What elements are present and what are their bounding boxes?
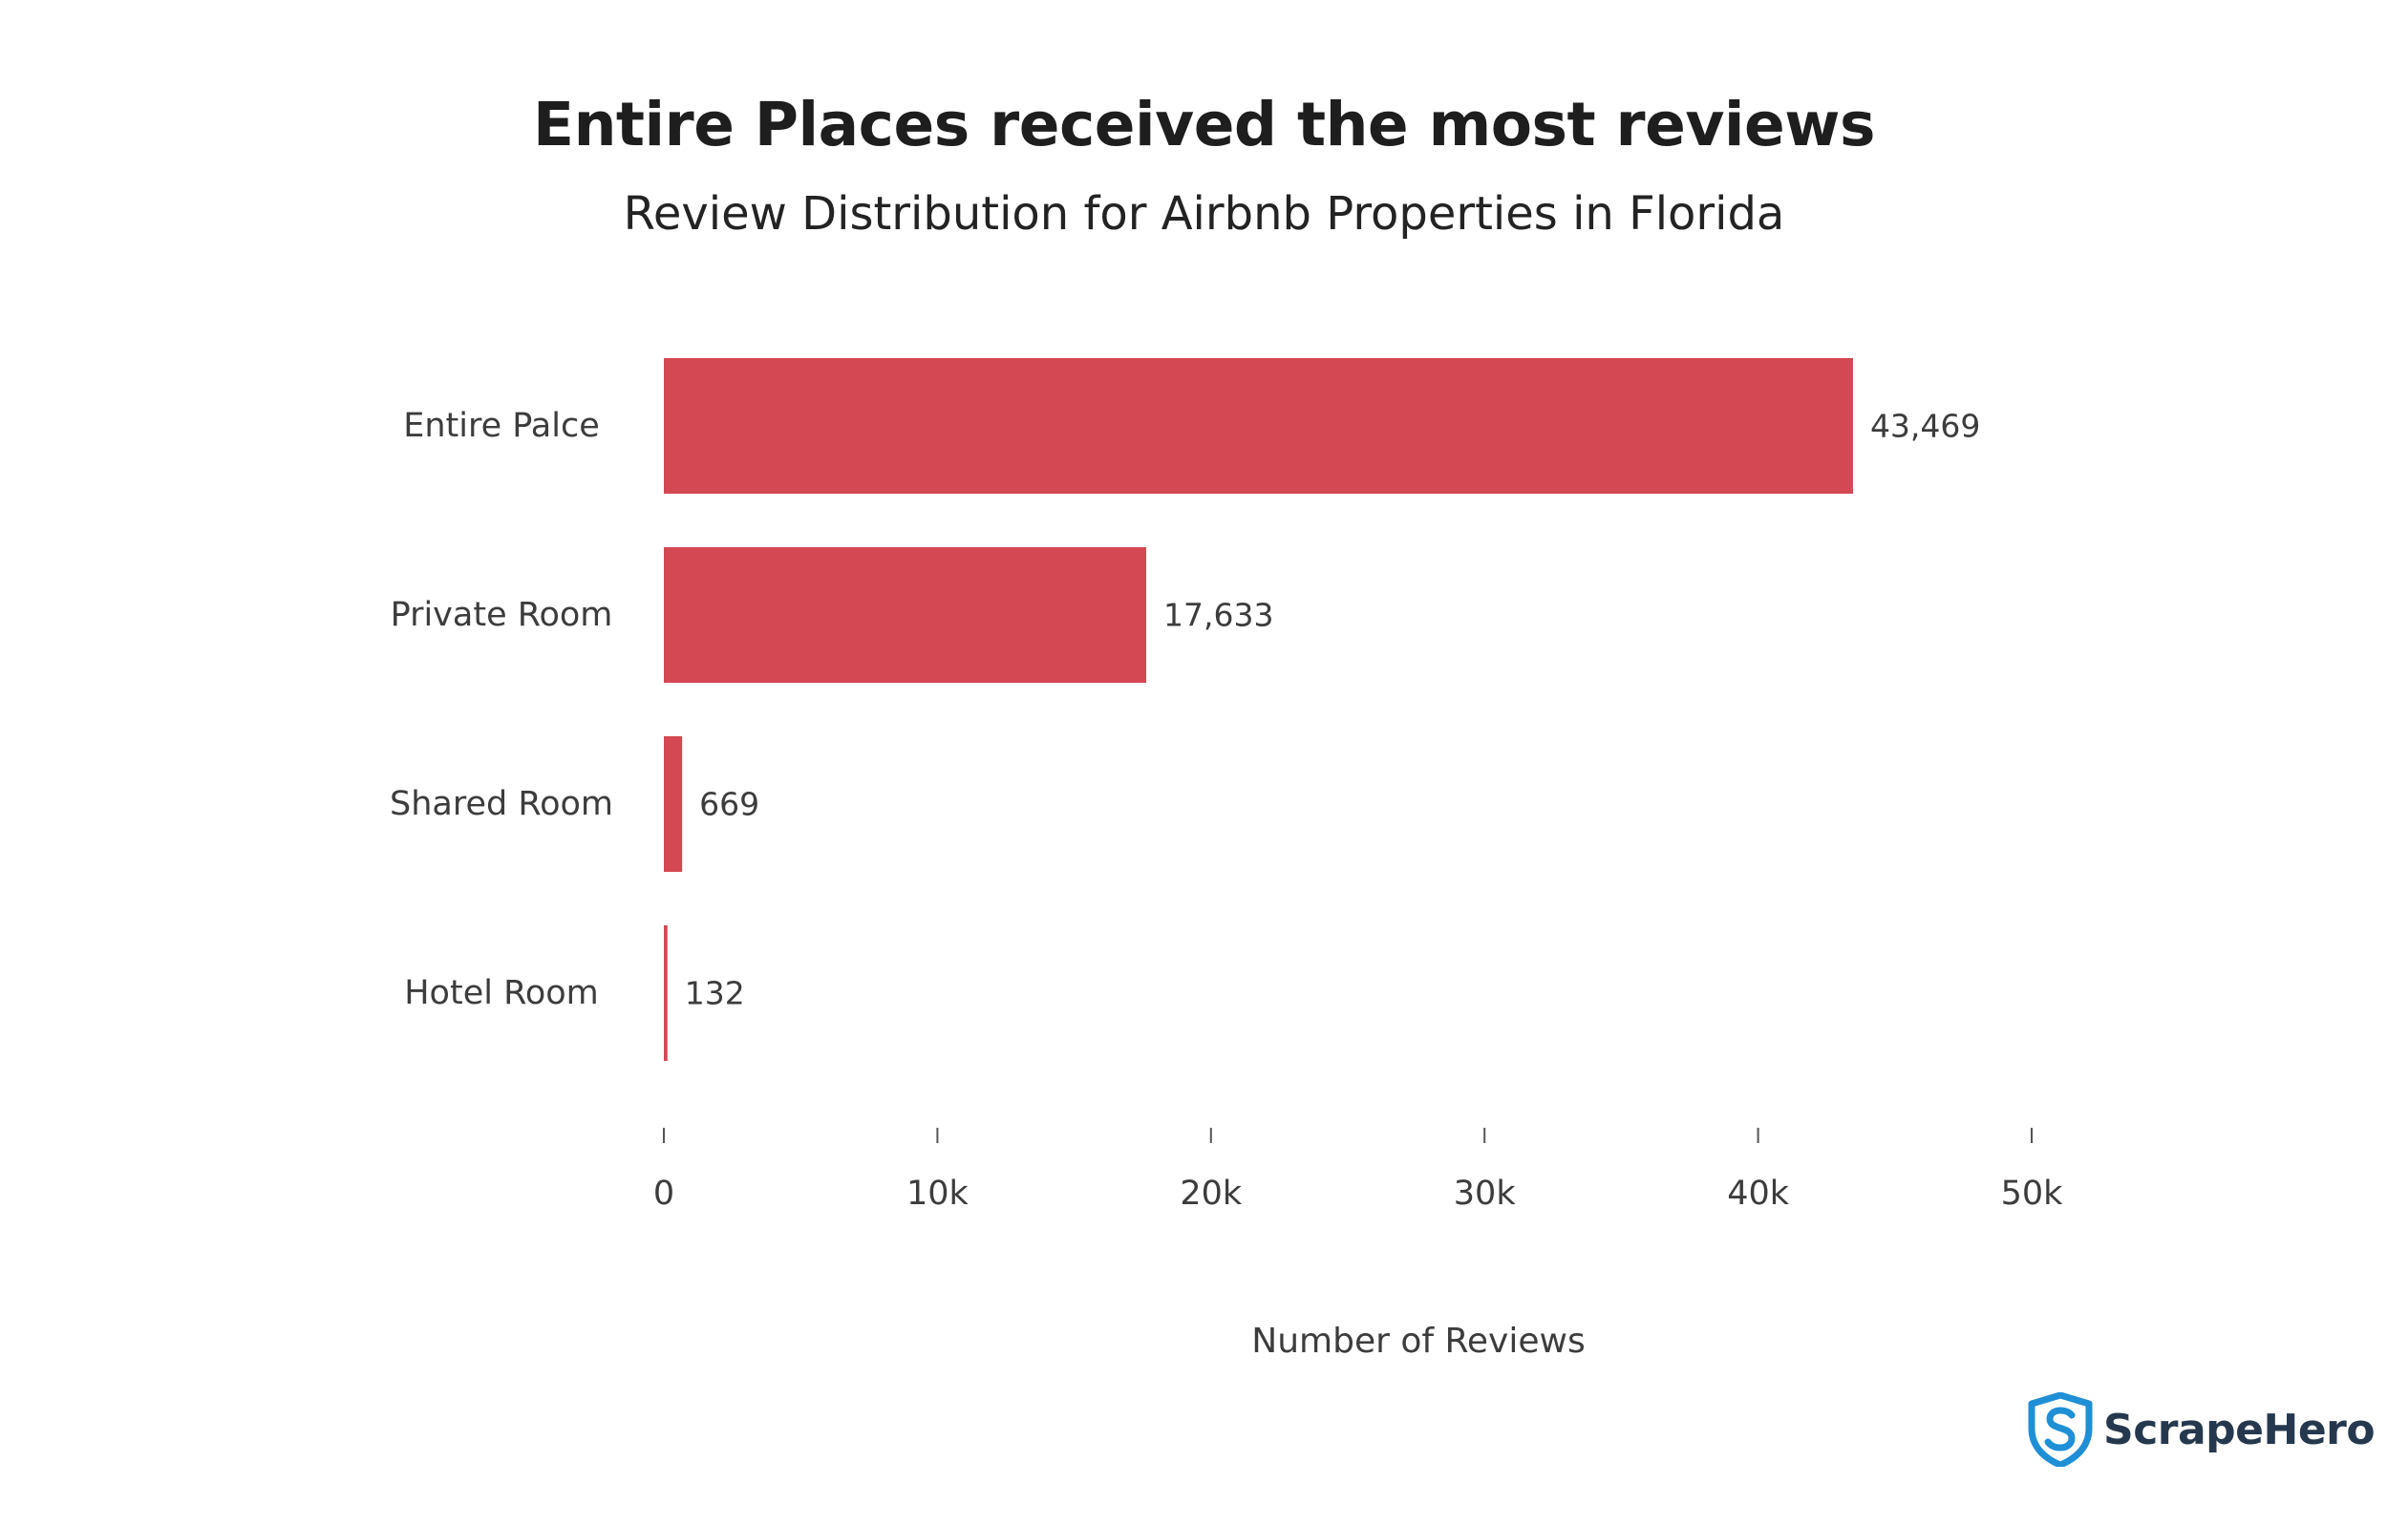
data-label: 669: [699, 786, 759, 823]
bar: [664, 547, 1147, 683]
bar: [664, 358, 1853, 494]
brand-name: ScrapeHero: [2103, 1405, 2376, 1454]
chart-subtitle: Review Distribution for Airbnb Propertie…: [623, 187, 1785, 241]
shield-s-icon: [2028, 1392, 2093, 1467]
y-tick-label: Private Room: [391, 596, 613, 634]
y-tick-label: Hotel Room: [404, 974, 599, 1012]
y-tick-label: Entire Palce: [403, 407, 600, 445]
bar: [664, 925, 668, 1061]
chart-title: Entire Places received the most reviews: [533, 90, 1875, 159]
data-label: 17,633: [1163, 597, 1273, 634]
bar: [664, 736, 683, 872]
y-tick-label: Shared Room: [390, 785, 613, 823]
brand-logo: ScrapeHero: [2027, 1391, 2376, 1468]
x-axis-label: Number of Reviews: [1251, 1322, 1586, 1361]
x-tick-label: 50k: [2001, 1175, 2064, 1213]
x-tick-label: 30k: [1454, 1175, 1517, 1213]
data-label: 43,469: [1870, 408, 1980, 445]
x-tick-label: 0: [653, 1175, 674, 1213]
x-tick-label: 10k: [906, 1175, 970, 1213]
x-tick-label: 20k: [1180, 1175, 1243, 1213]
data-label: 132: [685, 975, 745, 1012]
x-tick-label: 40k: [1727, 1175, 1790, 1213]
